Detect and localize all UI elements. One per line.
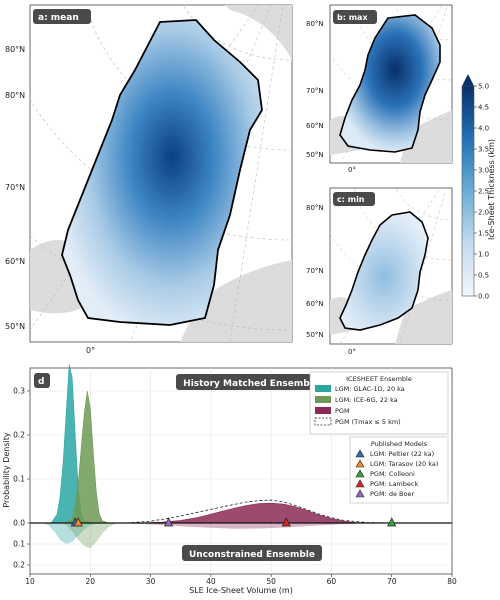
map-panel-b: b: max 80°N 70°N 60°N 50°N 0°	[306, 4, 453, 174]
colorbar-tick-label: 3.5	[478, 146, 489, 154]
lat-tick: 60°N	[5, 257, 25, 266]
lat-tick: 80°N	[5, 45, 25, 54]
chart-panel-label: d	[38, 377, 44, 387]
published-model-marker	[281, 517, 291, 527]
colorbar: 5.0 4.5 4.0 3.5 3.0 2.5 2.0 1.5 1.0 0.5 0.0 Ice-Sh…	[461, 74, 496, 301]
x-tick-label: 50	[266, 577, 276, 586]
legend-published: Published Models LGM: Peltier (22 ka) LGM…	[349, 436, 449, 504]
chart-title-bottom: Unconstrained Ensemble	[189, 550, 315, 560]
x-tick-label: 30	[146, 577, 156, 586]
legend-item: LGM: GLAC-1D, 20 ka	[335, 385, 405, 393]
x-tick-label: 20	[86, 577, 96, 586]
y-tick-label: 0.2	[13, 431, 25, 440]
colorbar-tick-label: 3.0	[478, 167, 489, 175]
map-panel-a: a: mean 80°N 80°N 70°N 60°N 50°N 0°	[5, 4, 293, 355]
lat-tick: 80°N	[306, 204, 324, 212]
lat-tick: 50°N	[306, 151, 324, 159]
series-layer	[30, 364, 452, 549]
y-tick-label: 0.3	[13, 387, 25, 396]
legend-item: PGM	[335, 407, 350, 415]
ice-sheet-mean	[61, 19, 263, 326]
ice-sheet-min	[339, 211, 429, 331]
legend-item: LGM: ICE-6G, 22 ka	[335, 396, 398, 404]
chart-title-top: History Matched Ensemble	[183, 379, 319, 389]
legend-marker	[355, 489, 365, 498]
lat-tick: 80°N	[306, 20, 324, 28]
y-tick-label: 0.1	[13, 475, 25, 484]
legend-marker	[355, 479, 365, 488]
colorbar-label: Ice-Sheet Thickness (km)	[487, 139, 496, 240]
lat-tick: 50°N	[306, 331, 324, 339]
colorbar-extend-arrow	[462, 74, 474, 86]
lat-tick: 70°N	[5, 183, 25, 192]
series-bottom-pgm	[114, 523, 380, 529]
legend-swatch	[315, 385, 331, 392]
legend-item: PGM: Colleoni	[370, 470, 415, 478]
x-tick-label: 10	[25, 577, 35, 586]
lat-tick: 60°N	[306, 122, 324, 130]
colorbar-tick-label: 0.5	[478, 272, 489, 280]
legend-item: LGM: Peltier (22 ka)	[370, 450, 434, 458]
lon-tick: 0°	[348, 348, 356, 356]
x-tick-label: 70	[387, 577, 397, 586]
legend-swatch	[314, 417, 332, 426]
legend-marker	[355, 459, 365, 468]
x-tick-label: 60	[327, 577, 337, 586]
land-mass	[225, 5, 292, 60]
lat-tick: 50°N	[5, 322, 25, 331]
colorbar-tick-label: 5.0	[478, 83, 489, 91]
lat-tick: 80°N	[5, 91, 25, 100]
series-bottom-lgm-glac-1d-20-ka	[42, 523, 103, 544]
colorbar-tick-label: 2.5	[478, 188, 489, 196]
legend-marker	[355, 449, 365, 458]
lat-tick: 60°N	[306, 300, 324, 308]
series-top-lgm-ice-6g-22-ka	[66, 390, 109, 524]
axis-ticks: 10 20 30 40 50 60 70 80 0.3 0.2 0.1 0.0 0.1 0.2	[13, 387, 457, 587]
published-model-marker	[164, 517, 174, 527]
legend-marker	[355, 469, 365, 478]
land-mass	[395, 290, 452, 344]
legend-swatch	[315, 396, 331, 403]
lat-tick: 70°N	[306, 87, 324, 95]
legend-title: ICESHEET Ensemble	[346, 375, 412, 383]
published-model-marker	[73, 517, 83, 527]
lon-tick: 0°	[348, 166, 356, 174]
y-axis-label: Probability Density	[2, 432, 11, 508]
y-tick-label: 0.2	[13, 561, 25, 570]
legend-item: PGM: de Boer	[370, 490, 414, 498]
series-top-pgm	[138, 502, 368, 524]
legend-item: PGM: Lambeck	[370, 480, 418, 488]
lat-tick: 70°N	[306, 267, 324, 275]
y-tick-label: 0.1	[13, 540, 25, 549]
colorbar-tick-label: 4.5	[478, 104, 489, 112]
legend-title: Published Models	[371, 440, 428, 448]
published-markers	[70, 517, 397, 527]
published-model-marker	[387, 517, 397, 527]
series-top-pgm-tmax	[126, 499, 392, 524]
y-tick-label: 0.0	[13, 519, 25, 528]
colorbar-tick-label: 0.0	[478, 293, 489, 301]
map-c-label: c: min	[337, 195, 365, 204]
chart-panel-d: 10 20 30 40 50 60 70 80 0.3 0.2 0.1 0.0 0.1 0.2 d His…	[2, 364, 457, 595]
map-b-label: b: max	[337, 13, 368, 22]
legend-ensemble: ICESHEET Ensemble LGM: GLAC-1D, 20 ka LG…	[309, 371, 449, 435]
x-tick-label: 40	[206, 577, 216, 586]
ice-sheet-max	[339, 14, 441, 153]
legend-item: PGM (Tmax ≤ 5 km)	[335, 418, 401, 426]
lon-tick: 0°	[86, 346, 95, 355]
series-bottom-lgm-ice-6g-22-ka	[60, 523, 121, 549]
legend-item: LGM: Tarasov (20 ka)	[370, 460, 438, 468]
map-panel-c: c: min 80°N 70°N 60°N 50°N 0°	[306, 187, 453, 356]
x-tick-label: 80	[447, 577, 457, 586]
map-a-label: a: mean	[38, 13, 79, 23]
colorbar-tick-label: 2.0	[478, 209, 489, 217]
legend-swatch	[315, 407, 331, 414]
x-axis-label: SLE Ice-Sheet Volume (m)	[189, 586, 293, 595]
colorbar-tick-label: 4.0	[478, 125, 489, 133]
colorbar-tick-label: 1.0	[478, 251, 489, 259]
land-mass	[400, 110, 452, 163]
colorbar-tick-label: 1.5	[478, 230, 489, 238]
